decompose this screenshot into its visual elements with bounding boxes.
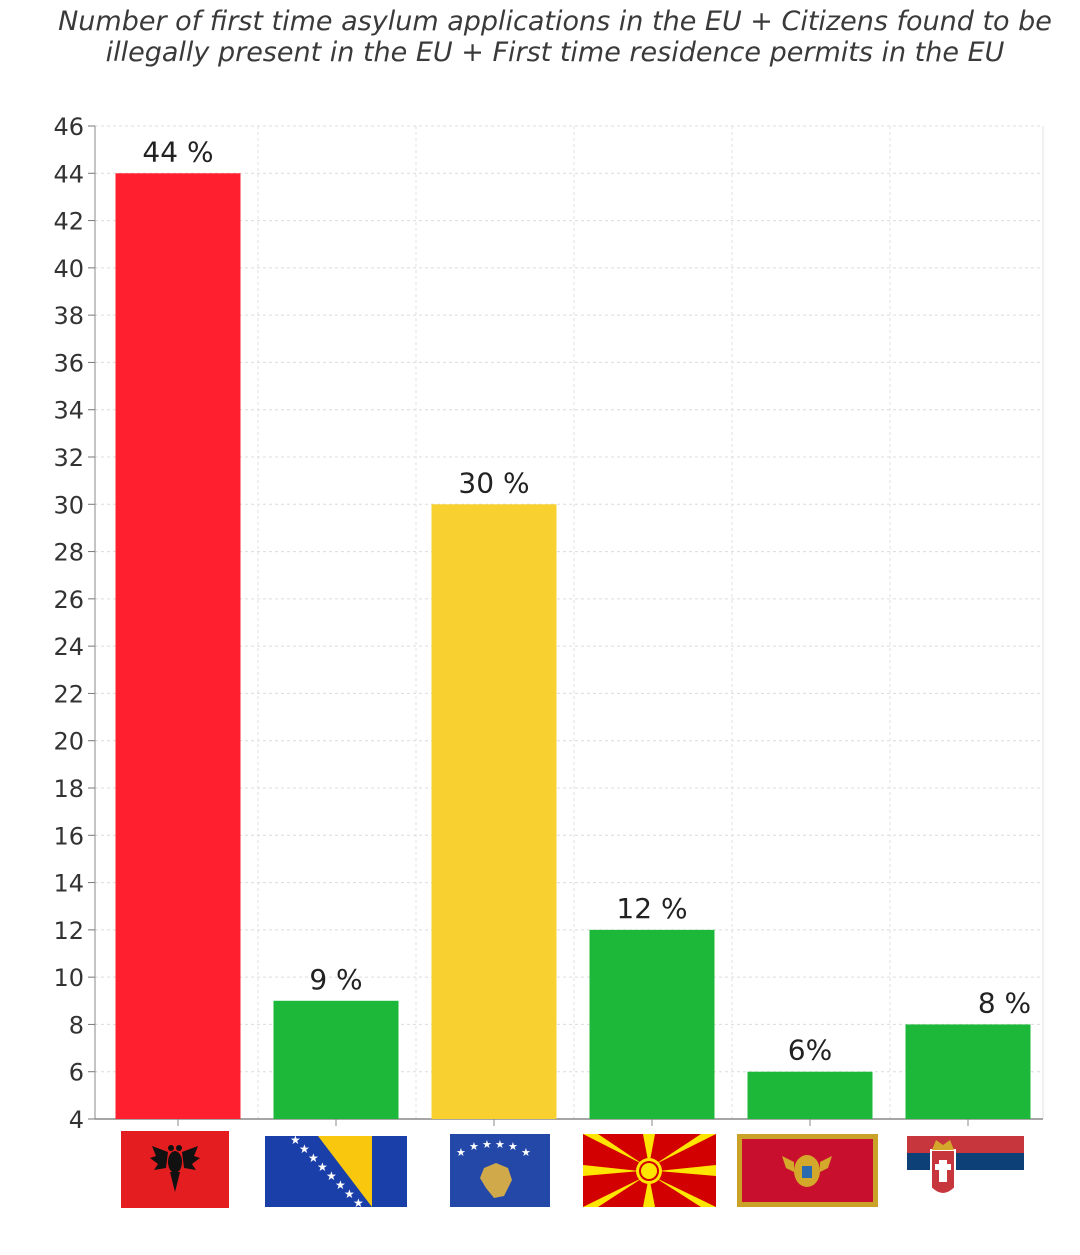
kosovo-flag-icon: ★ ★ ★ ★ ★ ★ [450,1134,550,1207]
bar-6 [905,1024,1031,1119]
data-label-1: 44 % [142,135,213,168]
y-tick-label: 24 [53,633,84,661]
y-tick-label: 46 [53,113,84,141]
svg-text:★: ★ [482,1138,492,1151]
y-tick-label: 44 [53,160,84,188]
y-tick-label: 42 [53,208,84,236]
data-labels: 44 % 9 % 30 % 12 % 6% 8 % [142,135,1031,1066]
montenegro-flag-icon [737,1134,878,1207]
bar-2 [273,1000,399,1119]
serbia-flag-icon [907,1136,1024,1195]
chart-title-line-1: Number of first time asylum applications… [58,6,1052,37]
svg-text:★: ★ [344,1187,355,1201]
y-axis: 4644424038363432302826242220181614121086… [53,113,1043,1134]
data-label-2: 9 % [309,963,362,996]
svg-text:★: ★ [335,1178,346,1192]
svg-text:★: ★ [508,1140,518,1153]
svg-text:★: ★ [326,1169,337,1183]
y-tick-label: 18 [53,775,84,803]
svg-text:★: ★ [317,1160,328,1174]
bar-1 [115,173,241,1120]
albania-flag-icon [121,1131,229,1208]
bar-5 [747,1071,873,1119]
data-label-3: 30 % [458,466,529,499]
data-label-6: 8 % [978,986,1031,1019]
y-tick-label: 10 [53,964,84,992]
bars [115,173,1031,1120]
y-tick-label: 38 [53,302,84,330]
chart-title-line-2: illegally present in the EU + First time… [105,37,1005,68]
bosnia-flag-icon: ★ ★ ★ ★ ★ ★ ★ ★ [265,1133,407,1210]
bar-4 [589,929,715,1119]
bar-3 [431,504,557,1119]
north-macedonia-flag-icon [583,1134,716,1207]
y-tick-label: 16 [53,822,84,850]
y-tick-label: 32 [53,444,84,472]
grid-lines [95,125,1044,1120]
y-tick-label: 4 [69,1106,84,1134]
svg-text:★: ★ [308,1151,319,1165]
svg-text:★: ★ [495,1138,505,1151]
chart-title: Number of first time asylum applications… [40,6,1070,68]
y-tick-label: 12 [53,917,84,945]
y-tick-label: 20 [53,728,84,756]
svg-text:★: ★ [290,1133,301,1147]
svg-text:★: ★ [456,1146,466,1159]
y-tick-label: 6 [69,1059,84,1087]
svg-text:★: ★ [469,1140,479,1153]
svg-text:★: ★ [521,1146,531,1159]
data-label-4: 12 % [616,892,687,925]
y-tick-label: 36 [53,349,84,377]
y-tick-label: 28 [53,539,84,567]
y-tick-label: 14 [53,870,84,898]
y-tick-label: 22 [53,680,84,708]
y-tick-label: 8 [69,1011,84,1039]
y-tick-label: 40 [53,255,84,283]
svg-text:★: ★ [353,1196,364,1210]
y-tick-label: 26 [53,586,84,614]
y-tick-label: 30 [53,491,84,519]
data-label-5: 6% [788,1034,832,1067]
flags: ★ ★ ★ ★ ★ ★ ★ ★ ★ ★ ★ ★ ★ ★ [121,1131,1024,1210]
y-tick-label: 34 [53,397,84,425]
svg-text:★: ★ [299,1142,310,1156]
